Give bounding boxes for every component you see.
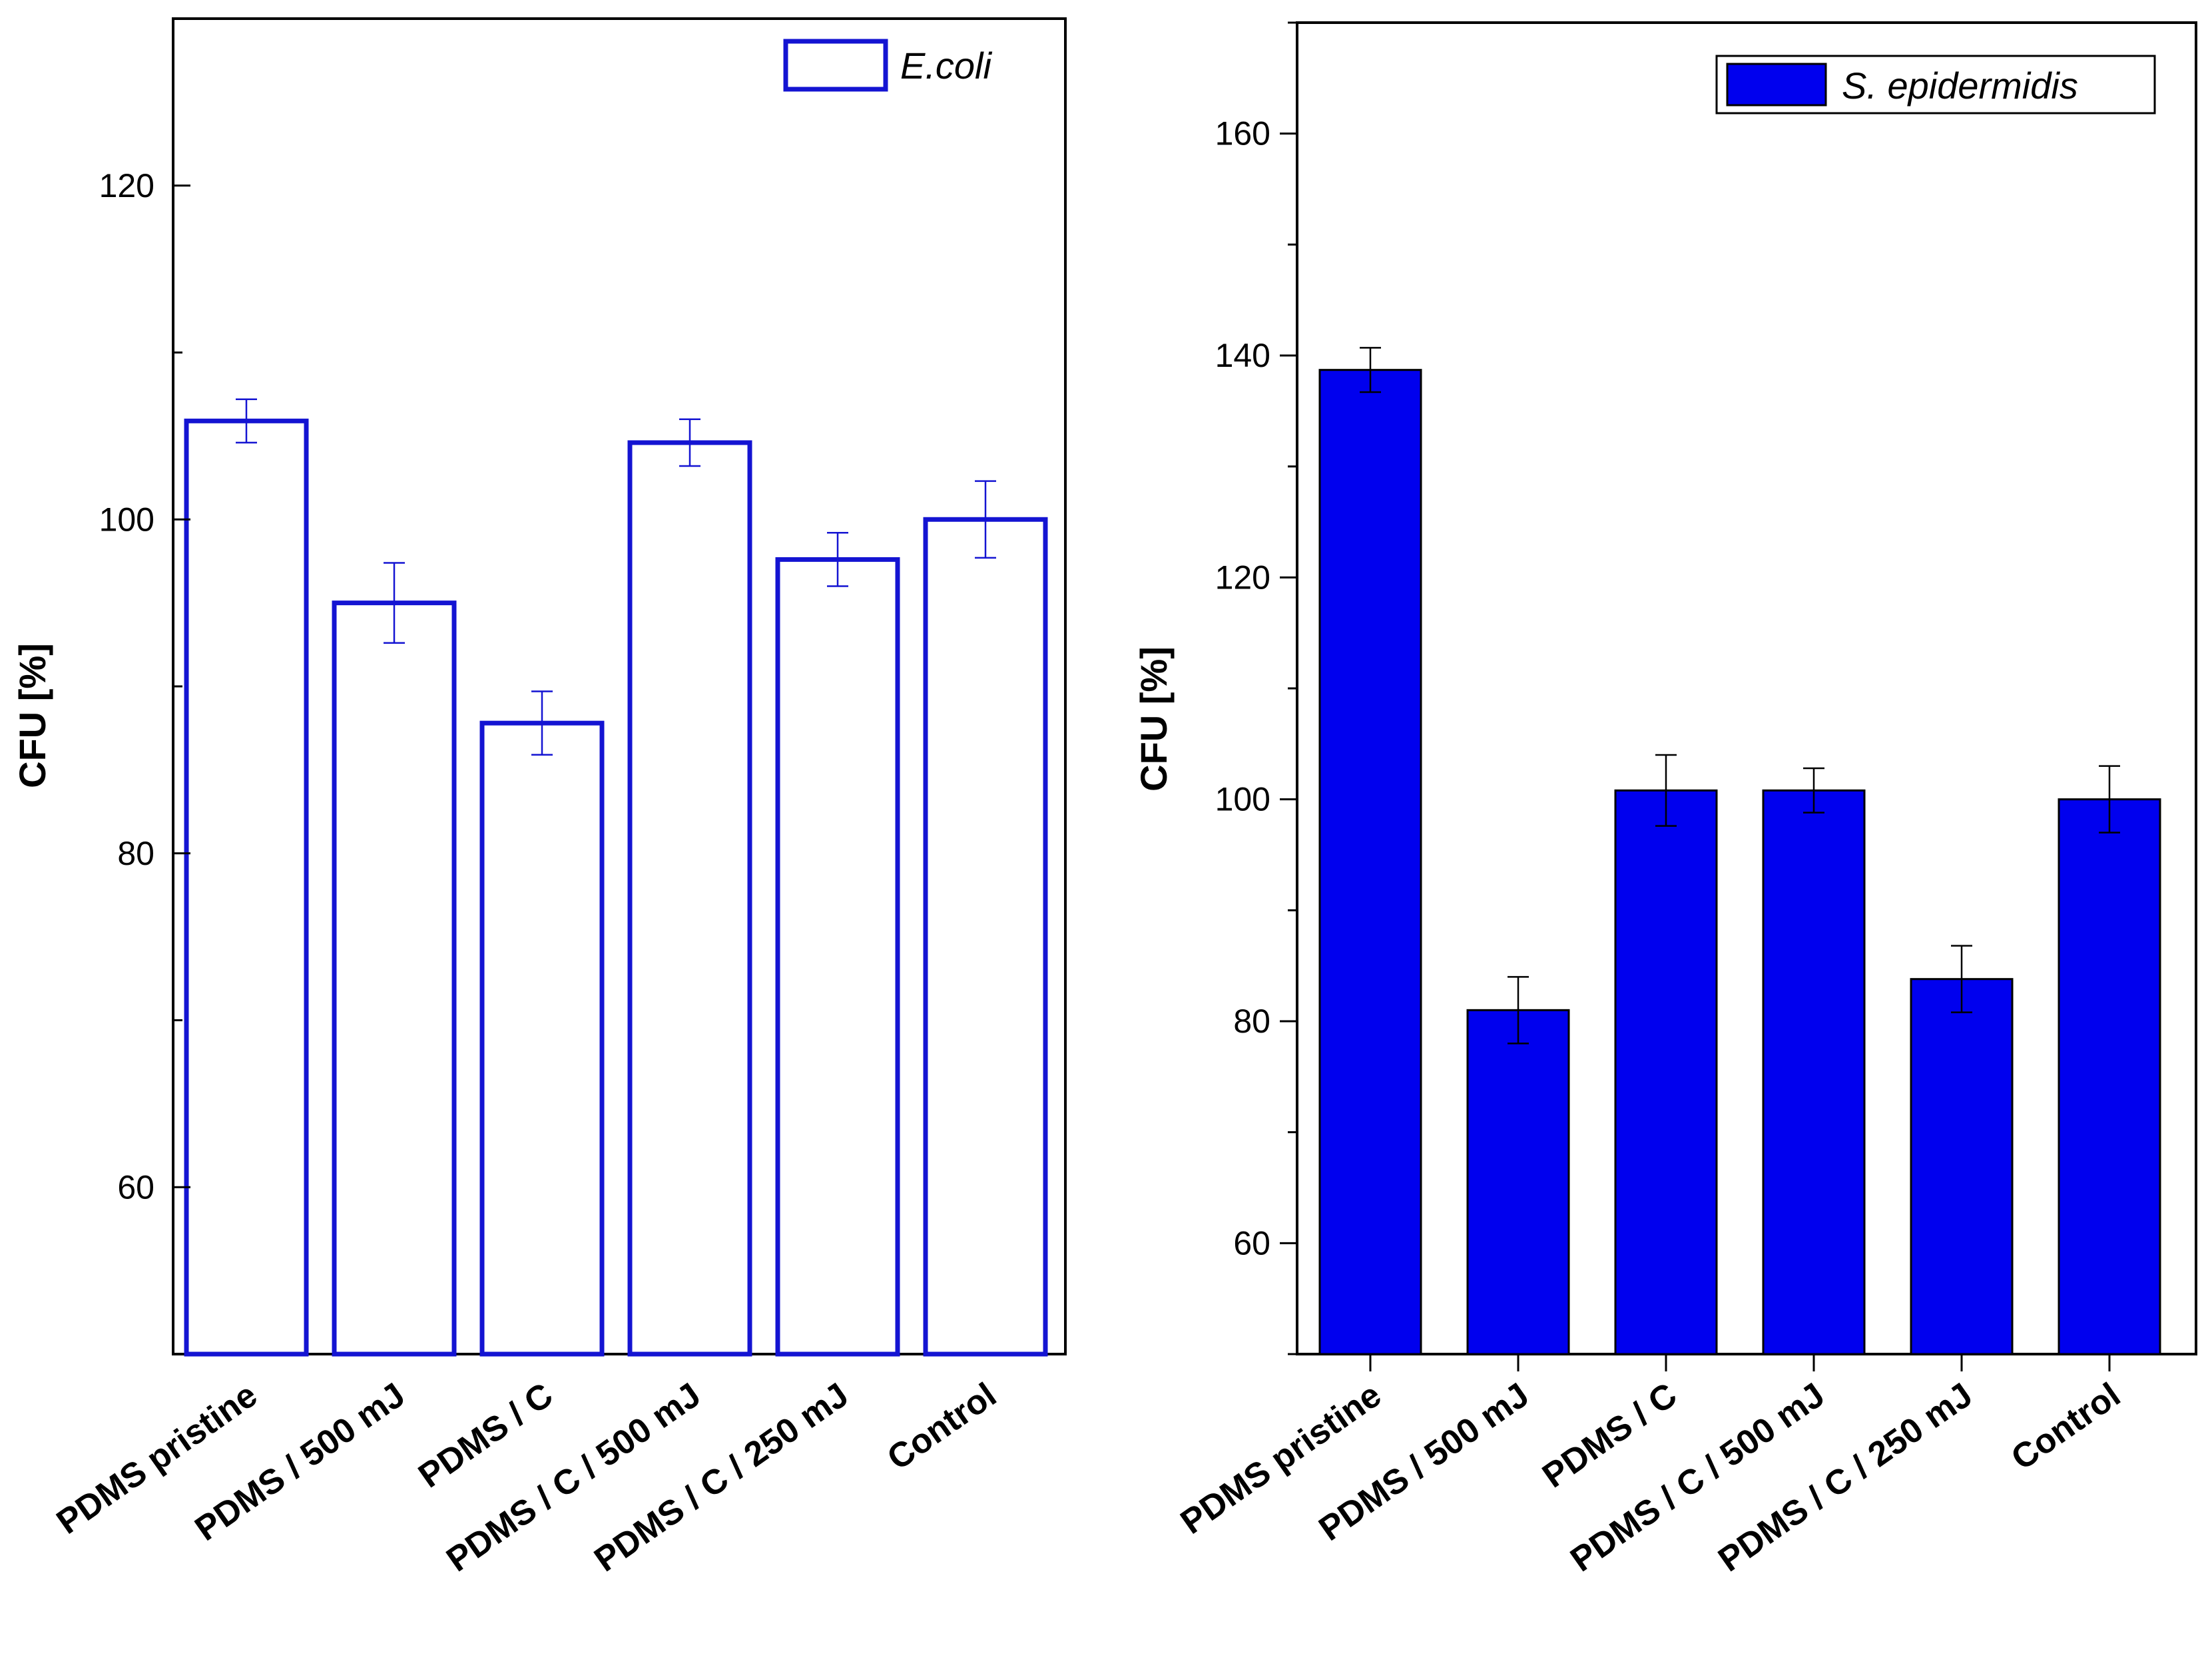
sepidermidis-bars [1318,347,2161,1355]
sepidermidis-y-axis-title: CFU [%] [1133,646,1175,792]
ecoli-x-tick-label-4: PDMS / C / 250 mJ [587,1375,856,1579]
sepidermidis-x-tick-label-4: PDMS / C / 250 mJ [1711,1375,1980,1579]
ecoli-bar-5 [923,517,1048,1357]
sepidermidis-bar-1 [1466,1009,1570,1355]
ecoli-x-tick-label-3: PDMS / C / 500 mJ [439,1375,708,1579]
ecoli-bar-3 [627,440,752,1357]
sepidermidis-y-axis: 60 80 100 120 140 160 [1215,21,1297,1355]
ecoli-bars [184,398,1048,1357]
sepidermidis-bar-4 [1910,978,2014,1355]
ecoli-x-tick-label-2: PDMS / C [412,1375,560,1495]
ecoli-bar-0 [184,418,309,1357]
ecoli-y-axis-title: CFU [%] [11,643,53,788]
sepidermidis-y-tick-label-100: 100 [1215,781,1270,818]
ecoli-y-axis: 60 80 100 120 [99,17,190,1355]
sepidermidis-bar-2 [1614,789,1718,1355]
sepidermidis-bar-5 [2058,798,2161,1355]
sepidermidis-bar-3 [1762,789,1866,1355]
ecoli-y-tick-label-60: 60 [117,1168,154,1206]
ecoli-legend-swatch [783,39,888,92]
ecoli-x-tick-label-5: Control [880,1375,1003,1478]
ecoli-bar-1 [332,600,457,1357]
ecoli-legend: E.coli [783,39,992,92]
ecoli-bar-4 [775,557,900,1357]
sepidermidis-x-tick-label-5: Control [2004,1375,2127,1478]
ecoli-y-tick-label-100: 100 [99,501,154,538]
sepidermidis-y-tick-label-80: 80 [1233,1003,1270,1040]
sepidermidis-legend-swatch [1726,63,1827,107]
sepidermidis-legend: S. epidermidis [1715,55,2156,115]
sepidermidis-y-tick-label-160: 160 [1215,115,1270,152]
ecoli-bar-2 [479,720,605,1357]
ecoli-legend-label: E.coli [900,45,992,87]
sepidermidis-x-tick-label-3: PDMS / C / 500 mJ [1563,1375,1832,1579]
ecoli-y-tick-label-80: 80 [117,835,154,872]
sepidermidis-y-tick-label-140: 140 [1215,337,1270,374]
sepidermidis-x-tick-label-2: PDMS / C [1535,1375,1684,1495]
sepidermidis-legend-label: S. epidermidis [1842,65,2078,107]
sepidermidis-y-tick-label-120: 120 [1215,559,1270,596]
sepidermidis-bar-0 [1318,369,1422,1355]
ecoli-y-tick-label-120: 120 [99,167,154,204]
sepidermidis-y-tick-label-60: 60 [1233,1224,1270,1262]
